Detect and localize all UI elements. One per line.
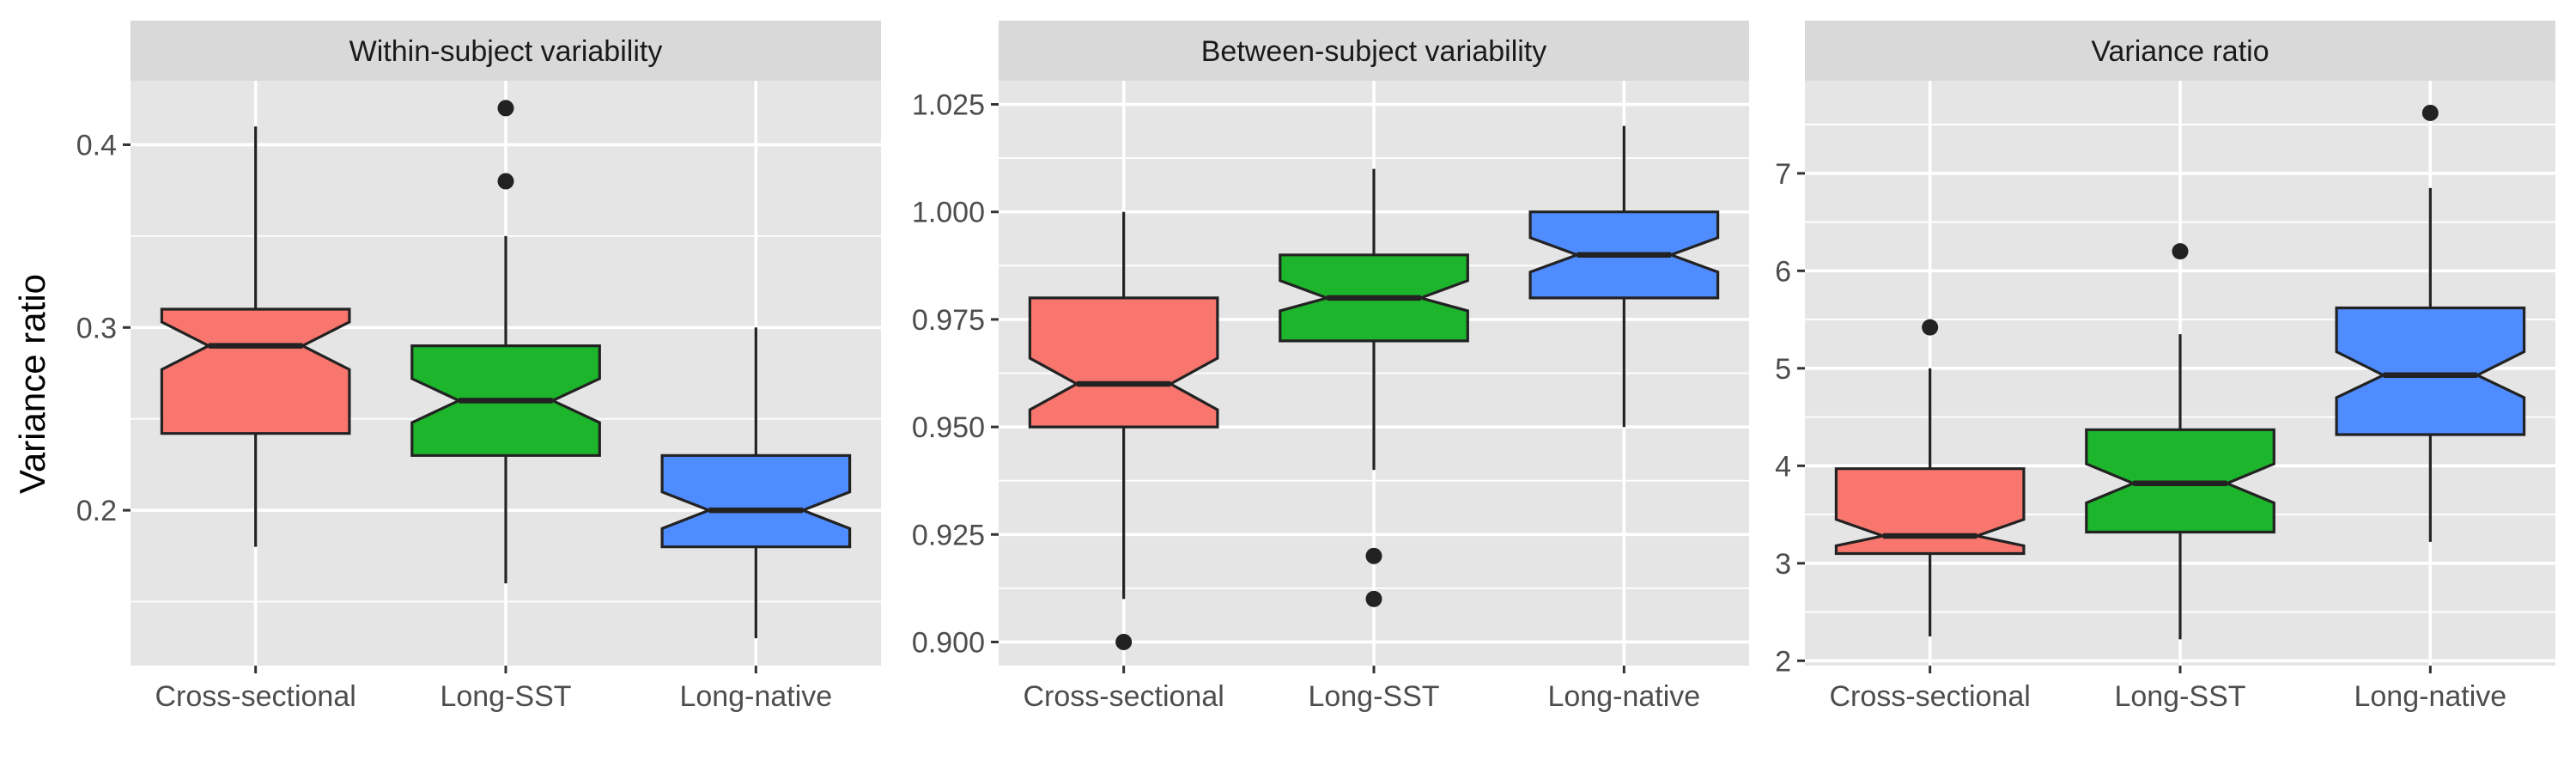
y-tick-label: 0.975 bbox=[912, 304, 985, 337]
outlier-point bbox=[2421, 104, 2439, 121]
x-tick-label: Long-native bbox=[1547, 680, 1700, 713]
x-tick-label: Long-SST bbox=[2114, 680, 2245, 713]
box-body bbox=[1028, 296, 1219, 429]
y-tick-label: 3 bbox=[1775, 548, 1791, 581]
x-tick-label: Cross-sectional bbox=[155, 680, 356, 713]
x-tick-label: Long-SST bbox=[1308, 680, 1439, 713]
facet-strip bbox=[999, 21, 1749, 81]
y-tick-label: 1.000 bbox=[912, 197, 985, 229]
box-cross-sectional bbox=[160, 126, 351, 547]
box-long-sst bbox=[410, 100, 601, 584]
outlier-point bbox=[1115, 633, 1133, 650]
x-tick-label: Long-SST bbox=[440, 680, 571, 713]
facet-strip bbox=[1805, 21, 2555, 81]
facet-strip bbox=[131, 21, 881, 81]
outlier-point bbox=[1365, 547, 1382, 564]
box-body bbox=[1834, 467, 2026, 556]
box-body bbox=[2335, 306, 2526, 436]
outlier-point bbox=[497, 100, 514, 117]
box-body bbox=[660, 453, 852, 549]
y-tick-label: 5 bbox=[1775, 353, 1791, 386]
y-axis-title: Variance ratio bbox=[12, 274, 52, 494]
x-tick-label: Cross-sectional bbox=[1024, 680, 1224, 713]
y-tick-label: 4 bbox=[1775, 450, 1791, 483]
facet-title: Within-subject variability bbox=[349, 35, 663, 68]
box-long-native bbox=[1528, 125, 1720, 428]
x-tick-label: Long-native bbox=[2354, 680, 2506, 713]
y-tick-label: 0.950 bbox=[912, 411, 985, 444]
y-tick-label: 7 bbox=[1775, 158, 1791, 191]
x-tick-label: Cross-sectional bbox=[1830, 680, 2031, 713]
box-cross-sectional bbox=[1028, 211, 1219, 650]
panel-within-subject-variability: Within-subject variability 0.2 0.3 0.4 Cross… bbox=[76, 21, 881, 713]
outlier-point bbox=[1365, 590, 1382, 607]
y-tick-label: 0.925 bbox=[912, 519, 985, 551]
panel-between-subject-variability: Between-subject variability 0.900 0.925 0.9… bbox=[912, 21, 1749, 713]
box-long-sst bbox=[1279, 168, 1469, 607]
box-long-native bbox=[660, 327, 852, 639]
outlier-point bbox=[1922, 319, 1939, 336]
y-tick-label: 1.025 bbox=[912, 89, 985, 122]
y-tick-label: 6 bbox=[1775, 255, 1791, 288]
x-tick-label: Long-native bbox=[679, 680, 832, 713]
outlier-point bbox=[2172, 243, 2189, 260]
box-body bbox=[160, 307, 351, 435]
box-long-native bbox=[2335, 104, 2526, 542]
outlier-point bbox=[497, 173, 514, 190]
y-tick-label: 2 bbox=[1775, 645, 1791, 678]
box-cross-sectional bbox=[1834, 319, 2026, 636]
y-tick-label: 0.3 bbox=[76, 312, 117, 344]
panel-variance-ratio: Variance ratio 2 3 4 5 6 7 Cross-sectional Long-… bbox=[1775, 21, 2555, 713]
y-tick-label: 0.4 bbox=[76, 129, 117, 161]
y-tick-label: 0.2 bbox=[76, 495, 117, 527]
y-tick-label: 0.900 bbox=[912, 626, 985, 659]
facet-title: Variance ratio bbox=[2091, 35, 2269, 68]
box-long-sst bbox=[2085, 243, 2275, 640]
facet-title: Between-subject variability bbox=[1201, 35, 1547, 68]
